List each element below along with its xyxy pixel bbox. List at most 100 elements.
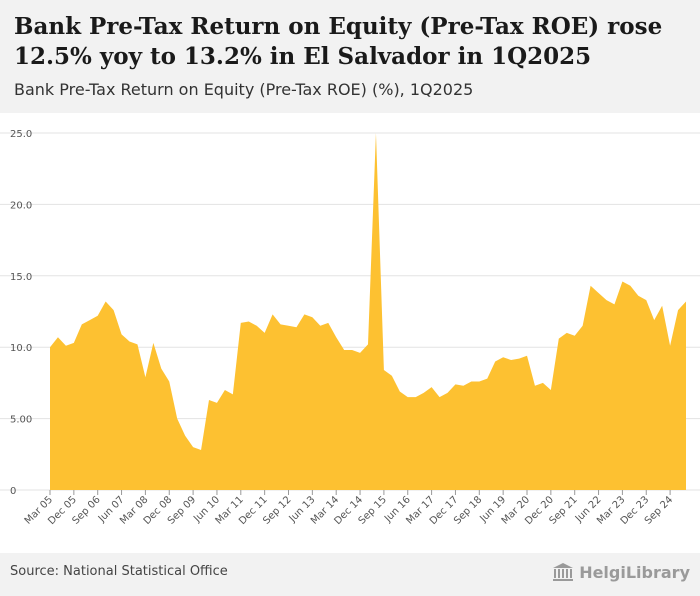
data-point[interactable] [254,323,259,328]
y-tick-label: 20.0 [10,200,32,211]
data-point[interactable] [413,395,418,400]
data-point[interactable] [540,380,545,385]
data-point[interactable] [572,333,577,338]
data-point[interactable] [636,293,641,298]
data-point[interactable] [183,433,188,438]
source-note: Source: National Statistical Office [10,564,228,579]
data-point[interactable] [159,366,164,371]
data-point[interactable] [270,312,275,317]
data-point[interactable] [175,416,180,421]
data-point[interactable] [532,383,537,388]
data-point[interactable] [644,298,649,303]
data-point[interactable] [111,308,116,313]
data-point[interactable] [580,323,585,328]
chart-subtitle: Bank Pre-Tax Return on Equity (Pre-Tax R… [14,80,474,99]
data-point[interactable] [405,395,410,400]
y-axis-ticks: 0 5.00 10.0 15.0 20.0 25.0 [10,129,32,497]
data-point[interactable] [517,356,522,361]
data-point[interactable] [668,343,673,348]
data-point[interactable] [246,319,251,324]
data-point[interactable] [596,290,601,295]
data-point[interactable] [310,315,315,320]
data-point[interactable] [469,379,474,384]
y-tick-label: 10.0 [10,343,32,354]
data-point[interactable] [230,392,235,397]
data-point[interactable] [127,339,132,344]
data-point[interactable] [509,358,514,363]
data-point[interactable] [151,340,156,345]
data-point[interactable] [493,359,498,364]
data-point[interactable] [620,279,625,284]
data-point[interactable] [676,308,681,313]
data-point[interactable] [326,320,331,325]
data-point[interactable] [95,313,100,318]
data-point[interactable] [207,398,212,403]
data-point[interactable] [429,385,434,390]
data-point[interactable] [342,348,347,353]
data-point[interactable] [55,335,60,340]
data-point[interactable] [143,375,148,380]
data-point[interactable] [652,318,657,323]
data-point[interactable] [238,320,243,325]
area-series [48,131,689,490]
data-point[interactable] [437,395,442,400]
data-point[interactable] [477,379,482,384]
data-point[interactable] [278,322,283,327]
data-point[interactable] [350,348,355,353]
data-point[interactable] [71,340,76,345]
data-point[interactable] [548,388,553,393]
data-point[interactable] [191,445,196,450]
data-point[interactable] [63,343,68,348]
roe-area [50,133,686,490]
data-point[interactable] [262,330,267,335]
data-point[interactable] [397,389,402,394]
data-point[interactable] [453,382,458,387]
data-point[interactable] [381,368,386,373]
data-point[interactable] [48,345,53,350]
data-point[interactable] [103,299,108,304]
data-point[interactable] [445,390,450,395]
data-point[interactable] [286,323,291,328]
data-point[interactable] [87,318,92,323]
data-point[interactable] [564,330,569,335]
logo-text: HelgiLibrary [579,562,690,582]
data-point[interactable] [366,342,371,347]
y-tick-label: 15.0 [10,272,32,283]
library-building-icon [553,563,574,581]
data-point[interactable] [318,323,323,328]
data-point[interactable] [294,325,299,330]
data-point[interactable] [119,332,124,337]
data-point[interactable] [684,299,689,304]
data-point[interactable] [167,379,172,384]
data-point[interactable] [199,448,204,453]
data-point[interactable] [79,322,84,327]
y-tick-label: 0 [10,486,16,497]
data-point[interactable] [302,312,307,317]
data-point[interactable] [660,303,665,308]
data-point[interactable] [556,336,561,341]
data-point[interactable] [501,355,506,360]
data-point[interactable] [485,376,490,381]
y-tick-label: 5.00 [10,415,32,426]
footer: Source: National Statistical Office Helg… [0,553,700,596]
data-point[interactable] [222,388,227,393]
y-tick-label: 25.0 [10,129,32,140]
data-point[interactable] [214,400,219,405]
data-point[interactable] [612,302,617,307]
data-point[interactable] [604,298,609,303]
data-point[interactable] [334,335,339,340]
data-point[interactable] [135,342,140,347]
data-point[interactable] [389,373,394,378]
data-point[interactable] [588,283,593,288]
data-point[interactable] [461,383,466,388]
data-point[interactable] [358,350,363,355]
page-title: Bank Pre-Tax Return on Equity (Pre-Tax R… [14,13,663,70]
data-point[interactable] [628,283,633,288]
chart-area: 0 5.00 10.0 15.0 20.0 25.0 Mar 05 Dec 05 Sep 06… [0,113,700,553]
data-point[interactable] [373,131,378,136]
helgilibrary-logo[interactable]: HelgiLibrary [552,562,690,582]
data-point[interactable] [525,353,530,358]
data-point[interactable] [421,390,426,395]
